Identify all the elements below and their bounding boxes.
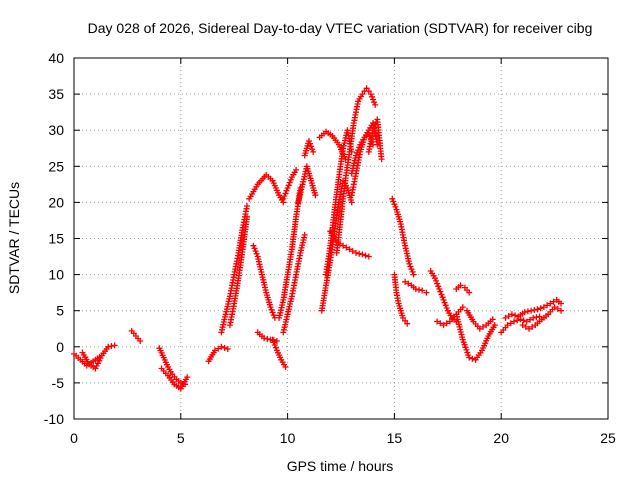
series-arc-07: [218, 203, 250, 336]
series-arc-22: [348, 120, 381, 199]
series-arc-12: [269, 336, 289, 370]
y-tick-label: 0: [56, 339, 64, 355]
axis-ticks: 0 5 10 15 20 25 -10 -5 0 5 10 15 20 25 30 35 40: [44, 50, 616, 446]
series-arc-09: [246, 172, 287, 206]
series-arc-17: [295, 163, 319, 206]
y-tick-label: -5: [52, 375, 65, 391]
y-tick-label: 40: [48, 50, 64, 66]
series-arc-06: [205, 343, 231, 365]
data-point-markers: [301, 138, 317, 159]
data-point-markers: [128, 327, 144, 344]
y-tick-label: -10: [44, 411, 64, 427]
y-tick-label: 25: [48, 158, 64, 174]
series-arc-35: [502, 296, 564, 321]
data-point-markers: [389, 195, 417, 278]
x-axis-label: GPS time / hours: [287, 458, 394, 474]
series-arc-08: [226, 213, 250, 329]
data-point-markers: [79, 342, 118, 372]
y-tick-label: 15: [48, 231, 64, 247]
data-point-markers: [498, 313, 543, 336]
x-tick-label: 5: [177, 430, 185, 446]
data-point-markers: [280, 231, 308, 336]
data-point-markers: [218, 203, 250, 336]
y-tick-label: 20: [48, 194, 64, 210]
y-tick-label: 35: [48, 86, 64, 102]
data-point-markers: [280, 166, 300, 202]
series-arc-28: [402, 278, 430, 296]
x-tick-label: 20: [493, 430, 509, 446]
series-arc-03: [128, 327, 144, 344]
series-arc-16: [301, 138, 317, 159]
data-point-markers: [348, 130, 376, 177]
data-point-markers: [246, 172, 287, 206]
data-point-markers: [502, 296, 564, 321]
y-tick-label: 5: [56, 303, 64, 319]
series-arc-04: [156, 345, 189, 388]
data-point-markers: [295, 163, 319, 206]
x-tick-label: 10: [280, 430, 296, 446]
data-point-markers: [333, 85, 379, 256]
data-point-markers: [365, 116, 385, 163]
series-arc-15: [280, 166, 300, 202]
data-point-markers: [348, 120, 381, 199]
series-arc-33: [464, 307, 496, 332]
series-arc-31: [453, 282, 473, 296]
data-point-markers: [269, 336, 289, 370]
data-point-markers: [453, 311, 498, 363]
data-point-markers: [464, 307, 496, 332]
series-arc-21: [333, 85, 379, 256]
x-tick-label: 15: [387, 430, 403, 446]
series-arc-36: [519, 304, 564, 332]
series-arc-25: [348, 130, 376, 177]
data-point-markers: [391, 271, 411, 327]
series-arc-23: [327, 228, 372, 260]
data-point-markers: [226, 213, 250, 329]
x-tick-label: 0: [70, 430, 78, 446]
data-marks: [71, 85, 564, 392]
y-tick-label: 10: [48, 267, 64, 283]
series-arc-02: [79, 342, 118, 372]
series-arc-05: [158, 365, 191, 392]
series-arc-27: [391, 271, 411, 327]
data-point-markers: [453, 282, 473, 296]
y-axis-label: SDTVAR / TECUs: [6, 182, 22, 294]
series-arc-13: [280, 231, 308, 336]
data-point-markers: [327, 228, 372, 260]
series-arc-32: [453, 311, 498, 363]
data-point-markers: [158, 365, 191, 392]
series-arc-10: [250, 242, 278, 321]
data-point-markers: [250, 242, 278, 321]
plot-border: [73, 57, 609, 420]
series-arc-24: [365, 116, 385, 163]
grid: [74, 58, 608, 419]
x-tick-label: 25: [600, 430, 616, 446]
data-point-markers: [402, 278, 430, 296]
data-point-markers: [519, 304, 564, 332]
chart-title: Day 028 of 2026, Sidereal Day-to-day VTE…: [88, 20, 593, 36]
data-point-markers: [156, 345, 189, 388]
data-point-markers: [205, 343, 231, 365]
series-arc-26: [389, 195, 417, 278]
y-tick-label: 30: [48, 122, 64, 138]
series-arc-34: [498, 313, 543, 336]
